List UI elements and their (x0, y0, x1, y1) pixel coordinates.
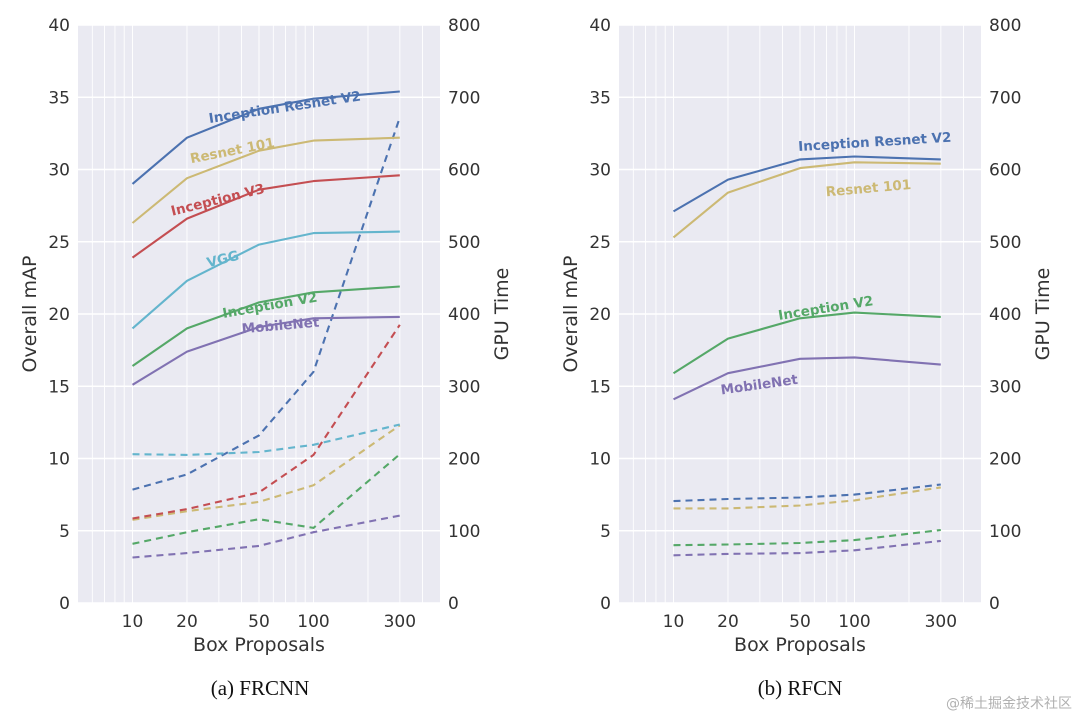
y2-tick-label: 100 (448, 522, 480, 542)
y2-tick-label: 500 (989, 233, 1021, 253)
y-tick-label: 0 (59, 594, 70, 614)
y2-tick-label: 700 (989, 88, 1021, 108)
y2-tick-label: 800 (989, 16, 1021, 36)
x-tick-label: 50 (789, 612, 811, 632)
series-line-map-vgg (131, 230, 400, 330)
y2-tick-label: 700 (448, 88, 480, 108)
y2-tick-label: 500 (448, 233, 480, 253)
y-tick-label: 5 (59, 522, 70, 542)
y-tick-label: 35 (48, 88, 70, 108)
series-line-gpu-time-mobilenet (132, 514, 400, 559)
x-tick-label: 20 (176, 612, 198, 632)
y-axis-label: Overall mAP (19, 256, 41, 373)
x-tick-label: 10 (663, 612, 685, 632)
y2-tick-label: 600 (448, 161, 480, 181)
series-line-gpu-time-inception-resnet-v2 (673, 483, 941, 503)
series-line-map-inception-resnet-v2 (672, 155, 941, 213)
y-tick-label: 15 (589, 377, 611, 397)
series-label-mobilenet: MobileNet (241, 315, 320, 338)
chart-b-rfcn: 0510152025303540010020030040050060070080… (560, 16, 1054, 700)
series-line-gpu-time-vgg (132, 423, 401, 456)
y-tick-label: 10 (48, 450, 70, 470)
series-line-map-resnet-101 (131, 136, 400, 224)
y-tick-label: 25 (589, 233, 611, 253)
series-line-map-inception-v3 (131, 174, 400, 259)
series-line-gpu-time-inception-v2 (673, 528, 941, 547)
x-tick-label: 50 (248, 612, 270, 632)
y2-tick-label: 300 (989, 377, 1021, 397)
series-line-gpu-time-inception-v2 (132, 453, 401, 545)
y-tick-label: 5 (600, 522, 611, 542)
series-line-gpu-time-resnet-101 (673, 486, 941, 510)
y-tick-label: 20 (589, 305, 611, 325)
x-tick-label: 300 (384, 612, 416, 632)
x-tick-label: 10 (122, 612, 144, 632)
y-tick-label: 15 (48, 377, 70, 397)
series-line-map-inception-v2 (672, 311, 941, 375)
x-tick-label: 20 (717, 612, 739, 632)
chart-caption: (b) RFCN (758, 676, 843, 700)
x-tick-label: 100 (297, 612, 329, 632)
y2-tick-label: 0 (448, 594, 459, 614)
series-line-map-inception-v2 (131, 285, 400, 367)
series-line-gpu-time-inception-v3 (132, 324, 401, 520)
y-tick-label: 0 (600, 594, 611, 614)
y2-tick-label: 400 (989, 305, 1021, 325)
y-tick-label: 40 (48, 16, 70, 36)
y-tick-label: 10 (589, 450, 611, 470)
y2-tick-label: 100 (989, 522, 1021, 542)
y-axis-label: Overall mAP (560, 256, 582, 373)
series-line-gpu-time-mobilenet (673, 539, 941, 557)
series-line-map-resnet-101 (672, 161, 941, 239)
y-tick-label: 20 (48, 305, 70, 325)
y2-tick-label: 600 (989, 161, 1021, 181)
series-label-vgg: VGG (205, 248, 241, 271)
x-tick-label: 100 (838, 612, 870, 632)
series-line-map-inception-resnet-v2 (131, 90, 400, 185)
y2-tick-label: 300 (448, 377, 480, 397)
y2-tick-label: 400 (448, 305, 480, 325)
chart-caption: (a) FRCNN (211, 676, 310, 700)
y2-tick-label: 200 (989, 450, 1021, 470)
y-tick-label: 30 (589, 161, 611, 181)
series-line-gpu-time-inception-resnet-v2 (132, 117, 401, 491)
series-label-resnet-101: Resnet 101 (825, 177, 912, 200)
y2-tick-label: 0 (989, 594, 1000, 614)
y2-axis-label: GPU Time (491, 268, 513, 361)
series-line-map-mobilenet (131, 315, 400, 386)
y-tick-label: 40 (589, 16, 611, 36)
chart-a-frcnn: 0510152025303540010020030040050060070080… (19, 16, 513, 700)
y2-axis-label: GPU Time (1032, 268, 1054, 361)
y2-tick-label: 200 (448, 450, 480, 470)
y-tick-label: 25 (48, 233, 70, 253)
x-axis-label: Box Proposals (193, 634, 325, 656)
x-tick-label: 300 (925, 612, 957, 632)
x-axis-label: Box Proposals (734, 634, 866, 656)
y-tick-label: 35 (589, 88, 611, 108)
y-tick-label: 30 (48, 161, 70, 181)
series-line-map-mobilenet (673, 356, 941, 401)
y2-tick-label: 800 (448, 16, 480, 36)
series-line-gpu-time-resnet-101 (132, 424, 401, 521)
watermark: @稀土掘金技术社区 (946, 696, 1072, 712)
